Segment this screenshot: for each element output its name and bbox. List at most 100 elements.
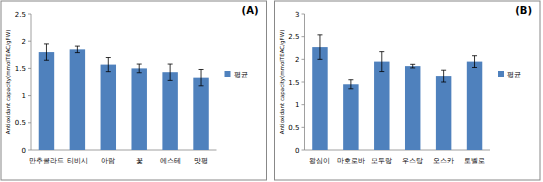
- bar: [131, 68, 146, 150]
- error-cap: [137, 72, 142, 73]
- tick-label: 3: [295, 11, 299, 19]
- category-label: 꽃: [136, 157, 143, 165]
- tick-mark: [28, 14, 31, 15]
- error-bar: [44, 44, 49, 60]
- bar: [467, 62, 482, 150]
- error-stem: [46, 44, 47, 60]
- error-bar: [348, 80, 353, 89]
- error-bar: [410, 64, 415, 68]
- error-cap: [44, 60, 49, 61]
- error-bar: [168, 64, 173, 80]
- error-stem: [77, 46, 78, 53]
- error-stem: [350, 80, 351, 89]
- panel-label: (A): [242, 5, 259, 16]
- error-cap: [348, 79, 353, 80]
- error-bar: [379, 52, 384, 72]
- category-label: 우스탕: [402, 157, 423, 165]
- error-cap: [379, 71, 384, 72]
- error-cap: [441, 70, 446, 71]
- bar: [193, 78, 208, 150]
- x-axis: [305, 150, 491, 151]
- tick-label: 0: [295, 147, 299, 155]
- bar: [162, 72, 177, 150]
- error-cap: [137, 64, 142, 65]
- legend-swatch: [498, 71, 504, 77]
- error-cap: [317, 59, 322, 60]
- category-label: 티비시: [67, 157, 88, 165]
- category-label: 아람: [101, 157, 115, 165]
- bar: [70, 49, 85, 150]
- panel-border: [1, 1, 267, 180]
- error-cap: [348, 88, 353, 89]
- legend-label: 평균: [507, 71, 521, 79]
- x-axis: [31, 150, 217, 151]
- error-bar: [106, 58, 111, 72]
- bar: [343, 84, 358, 150]
- error-cap: [472, 67, 477, 68]
- category-label: 에스테: [160, 157, 181, 165]
- error-bar: [317, 35, 322, 59]
- error-stem: [139, 64, 140, 73]
- tick-mark: [302, 14, 305, 15]
- tick-label: 0.5: [15, 119, 26, 127]
- error-stem: [474, 56, 475, 68]
- y-axis: [31, 14, 32, 150]
- category-label: 마호로바: [337, 157, 365, 165]
- error-cap: [75, 46, 80, 47]
- panel-border: [275, 1, 541, 180]
- category-label: 만추콜라드: [29, 157, 64, 165]
- tick-label: 2.5: [15, 11, 26, 19]
- error-cap: [106, 71, 111, 72]
- error-stem: [381, 52, 382, 72]
- y-axis-label: Antioxidant capacity(mmolTEAC/gFW): [279, 30, 286, 135]
- error-cap: [168, 80, 173, 81]
- bar: [405, 66, 420, 150]
- tick-mark: [302, 82, 305, 83]
- error-bar: [137, 64, 142, 73]
- error-stem: [170, 64, 171, 80]
- error-cap: [410, 67, 415, 68]
- tick-mark: [302, 36, 305, 37]
- error-cap: [199, 85, 204, 86]
- error-bar: [472, 56, 477, 68]
- tick-label: 1.5: [288, 79, 299, 87]
- category-label: 맛평: [194, 157, 208, 165]
- plot-marks: [312, 35, 482, 150]
- error-bar: [199, 69, 204, 85]
- category-label: 토벨로: [464, 157, 485, 165]
- tick-mark: [302, 104, 305, 105]
- tick-label: 2: [295, 56, 299, 64]
- tick-mark: [302, 150, 305, 151]
- error-cap: [106, 57, 111, 58]
- error-cap: [410, 64, 415, 65]
- tick-mark: [28, 122, 31, 123]
- y-axis: [304, 14, 305, 150]
- tick-label: 1: [295, 101, 299, 109]
- bar: [436, 76, 451, 150]
- category-label: 오스카: [433, 157, 454, 165]
- tick-mark: [28, 68, 31, 69]
- bar: [312, 47, 327, 150]
- tick-label: 0.5: [288, 124, 299, 132]
- legend-label: 평균: [234, 71, 248, 79]
- error-cap: [168, 64, 173, 65]
- tick-label: 1.5: [15, 65, 26, 73]
- panel: (A)Antioxidant capacity(mmolTEAC/gFW)00.…: [1, 1, 267, 180]
- error-cap: [441, 82, 446, 83]
- tick-label: 2: [22, 38, 26, 46]
- figure: (A) Antioxidant capacity(mmolTEAC/gFW) 0 0.…: [0, 0, 543, 182]
- tick-mark: [28, 95, 31, 96]
- error-cap: [379, 51, 384, 52]
- tick-mark: [302, 59, 305, 60]
- error-bar: [441, 70, 446, 82]
- error-cap: [317, 34, 322, 35]
- tick-mark: [28, 41, 31, 42]
- error-cap: [472, 55, 477, 56]
- y-axis-label: Antioxidant capacity(mmolTEAC/gFW): [5, 30, 12, 135]
- error-cap: [44, 43, 49, 44]
- error-stem: [108, 58, 109, 72]
- error-stem: [412, 64, 413, 68]
- tick-mark: [302, 127, 305, 128]
- category-label: 왕심이: [309, 157, 330, 165]
- error-stem: [443, 70, 444, 82]
